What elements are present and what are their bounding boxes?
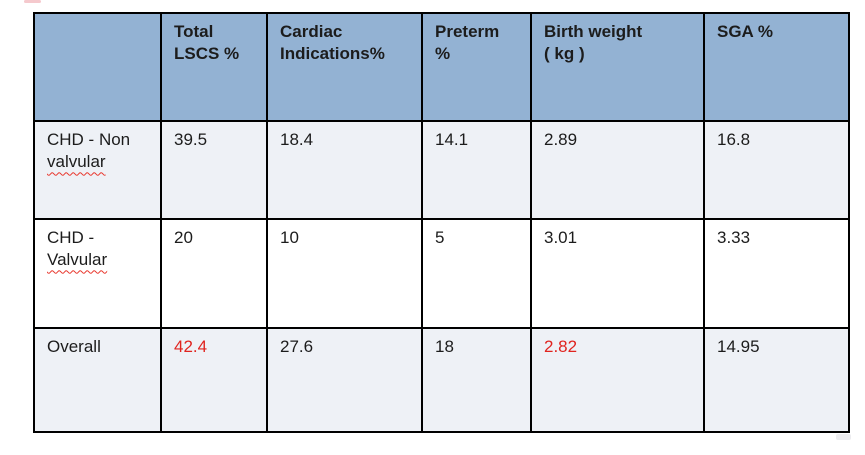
table-cell: 42.4 xyxy=(160,327,268,433)
stray-pink-artifact xyxy=(24,0,41,3)
col-header-birth-weight: Birth weight ( kg ) xyxy=(530,12,705,122)
row-label: CHD - Non valvular xyxy=(33,120,162,220)
col-header-sga: SGA % xyxy=(703,12,850,122)
row-label-text: CHD - xyxy=(47,228,95,247)
table-cell: 14.1 xyxy=(421,120,532,220)
table-cell: 18.4 xyxy=(266,120,423,220)
stray-gray-artifact xyxy=(836,434,851,440)
row-label: CHD - Valvular xyxy=(33,218,162,329)
row-label-text: Overall xyxy=(47,337,101,356)
outcomes-table: Total LSCS % Cardiac Indications% Preter… xyxy=(33,12,850,433)
header-row: Total LSCS % Cardiac Indications% Preter… xyxy=(33,12,850,122)
table-cell: 3.33 xyxy=(703,218,850,329)
table-cell: 14.95 xyxy=(703,327,850,433)
table-cell: 10 xyxy=(266,218,423,329)
table-cell: 2.89 xyxy=(530,120,705,220)
col-header-preterm: Preterm % xyxy=(421,12,532,122)
table-cell: 16.8 xyxy=(703,120,850,220)
table-row-chd-valvular: CHD - Valvular 20 10 5 3.01 3.33 xyxy=(33,218,850,329)
table-cell: 3.01 xyxy=(530,218,705,329)
table-row-overall: Overall 42.4 27.6 18 2.82 14.95 xyxy=(33,327,850,433)
table-cell: 27.6 xyxy=(266,327,423,433)
table-row-chd-nonvalvular: CHD - Non valvular 39.5 18.4 14.1 2.89 1… xyxy=(33,120,850,220)
corner-cell xyxy=(33,12,162,122)
table-cell: 2.82 xyxy=(530,327,705,433)
table-cell: 18 xyxy=(421,327,532,433)
col-header-total-lscs: Total LSCS % xyxy=(160,12,268,122)
table-cell: 20 xyxy=(160,218,268,329)
table-cell: 39.5 xyxy=(160,120,268,220)
table-cell: 5 xyxy=(421,218,532,329)
row-label-misspelled-word: valvular xyxy=(47,152,106,172)
row-label-text: CHD - Non xyxy=(47,130,131,149)
row-label-misspelled-word: Valvular xyxy=(47,250,108,270)
col-header-cardiac-indications: Cardiac Indications% xyxy=(266,12,423,122)
row-label: Overall xyxy=(33,327,162,433)
